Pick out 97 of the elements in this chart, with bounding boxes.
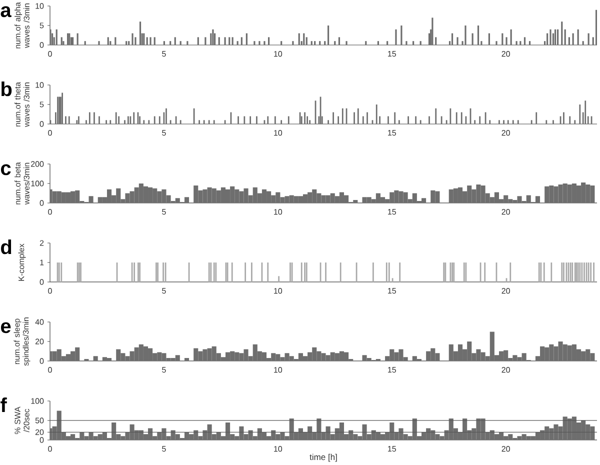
bar: [194, 348, 198, 361]
y-tick-label: 0: [40, 279, 44, 285]
bar: [426, 351, 431, 361]
bar: [184, 432, 190, 440]
x-tick-label: 20: [502, 130, 510, 136]
y-tick-label: 200: [31, 161, 44, 167]
y-tick-label: 10: [36, 3, 44, 9]
x-tick-label: 5: [162, 209, 166, 215]
bar: [184, 197, 190, 203]
y-tick-label: 20: [35, 429, 44, 436]
x-axis-title: time [h]: [310, 454, 337, 462]
bar: [66, 192, 71, 203]
bar: [339, 192, 344, 203]
bar: [116, 349, 121, 361]
x-tick-label: 0: [48, 209, 52, 215]
bar: [143, 186, 148, 203]
y-tick-label: 0: [40, 200, 44, 206]
x-tick-label: 0: [48, 51, 52, 57]
bar: [535, 196, 540, 203]
x-tick-label: 0: [48, 288, 52, 294]
bar: [93, 356, 98, 361]
chart-title: b: [2, 82, 12, 96]
y-tick-label: 0: [40, 42, 44, 48]
y-tick-label: 2: [40, 240, 44, 246]
chart-title: e: [0, 322, 11, 334]
x-tick-label: 10: [274, 288, 282, 294]
x-tick-label: 0: [48, 130, 52, 136]
bar: [339, 351, 344, 361]
y-axis-title: num.of theta waves /3min: [14, 82, 30, 127]
bar: [380, 434, 386, 440]
y-tick-label: 5: [40, 102, 44, 108]
bar: [458, 187, 463, 203]
y-axis-title: % SWA /20sec: [14, 406, 30, 434]
x-tick-label: 20: [502, 446, 510, 452]
x-tick-label: 0: [48, 367, 52, 373]
bar: [302, 356, 308, 361]
chart-title: d: [1, 239, 12, 254]
x-tick-label: 15: [388, 209, 396, 215]
bar: [458, 344, 463, 361]
x-tick-label: 20: [502, 51, 510, 57]
y-tick-label: 5: [40, 22, 44, 28]
x-tick-label: 10: [274, 446, 282, 452]
bar: [184, 358, 190, 361]
bar: [302, 194, 308, 203]
bar: [544, 186, 550, 203]
y-tick-label: 40: [35, 319, 44, 325]
x-tick-label: 20: [502, 288, 510, 294]
bar: [66, 354, 71, 361]
x-tick-label: 5: [162, 367, 166, 373]
y-tick-label: 0: [40, 437, 44, 443]
x-tick-label: 15: [388, 51, 396, 57]
y-tick-label: 0: [40, 358, 44, 364]
bar: [498, 351, 504, 361]
y-axis-title: K-complex: [18, 244, 26, 281]
bar: [175, 355, 180, 361]
y-axis-title: num.of beta waves/3min: [14, 162, 30, 205]
y-axis-title: num.of sleep spindles/3min: [14, 318, 30, 366]
x-tick-label: 15: [388, 130, 396, 136]
y-tick-label: 0: [40, 121, 44, 127]
x-tick-label: 15: [388, 367, 396, 373]
bar: [535, 432, 540, 440]
y-axis-title: num.of alpha waves /3min: [14, 2, 30, 48]
x-tick-label: 20: [502, 367, 510, 373]
bar: [498, 432, 504, 440]
x-tick-label: 5: [162, 130, 166, 136]
bar: [106, 358, 112, 361]
x-tick-label: 0: [48, 446, 52, 452]
y-tick-label: 20: [35, 338, 44, 344]
bar: [262, 352, 267, 361]
y-tick-label: 10: [36, 82, 44, 88]
y-tick-label: 50: [35, 418, 44, 424]
x-tick-label: 5: [162, 288, 166, 294]
y-tick-label: 1: [40, 260, 44, 266]
x-tick-label: 15: [388, 446, 396, 452]
x-tick-label: 5: [162, 51, 166, 57]
x-tick-label: 10: [274, 130, 282, 136]
x-tick-label: 15: [388, 288, 396, 294]
bar: [194, 185, 198, 203]
bar: [339, 422, 344, 440]
chart-title: c: [0, 164, 11, 176]
x-tick-label: 5: [162, 446, 166, 452]
y-tick-label: 100: [31, 398, 44, 404]
bar: [380, 197, 386, 203]
bar: [262, 189, 267, 203]
bar: [576, 185, 582, 203]
x-tick-label: 10: [274, 367, 282, 373]
x-tick-label: 10: [274, 209, 282, 215]
bar: [143, 346, 148, 361]
chart-title: a: [0, 6, 12, 18]
bar: [430, 190, 436, 203]
bar: [106, 189, 112, 203]
bar: [66, 436, 71, 440]
y-tick-label: 100: [31, 180, 44, 186]
x-tick-label: 20: [502, 209, 510, 215]
bar: [262, 432, 267, 440]
chart-title: f: [0, 397, 7, 412]
x-tick-label: 10: [274, 51, 282, 57]
